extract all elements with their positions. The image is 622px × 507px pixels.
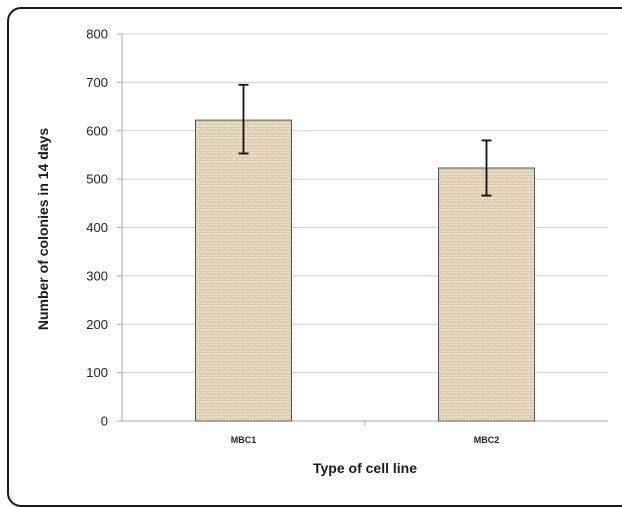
bar-mbc2 [438,167,535,422]
x-tick-label: MBC1 [231,435,257,445]
x-tick-labels: MBC1 MBC2 [231,421,500,445]
error-bar-mbc1 [238,83,249,155]
y-tick-label: 100 [86,365,108,380]
error-bars [238,83,492,197]
bar-mbc1 [195,119,292,422]
y-tick-label: 0 [101,414,108,429]
y-tick-label: 500 [86,172,108,187]
y-tick-label: 600 [86,123,108,138]
gridlines [122,33,608,374]
error-bar-mbc2 [481,139,492,197]
y-tick-label: 800 [86,27,108,42]
y-tick-label: 700 [86,75,108,90]
y-tick-labels: 0 100 200 300 400 500 600 700 800 [86,27,122,429]
y-tick-label: 300 [86,268,108,283]
x-tick-label: MBC2 [474,435,500,445]
y-axis-title: Number of colonies in 14 days [35,128,51,330]
x-axis-title: Type of cell line [313,460,417,476]
y-tick-label: 400 [86,220,108,235]
bars [195,119,535,422]
y-tick-label: 200 [86,317,108,332]
bar-chart: 0 100 200 300 400 500 600 700 800 MBC1 MBC2 Type … [35,27,608,476]
